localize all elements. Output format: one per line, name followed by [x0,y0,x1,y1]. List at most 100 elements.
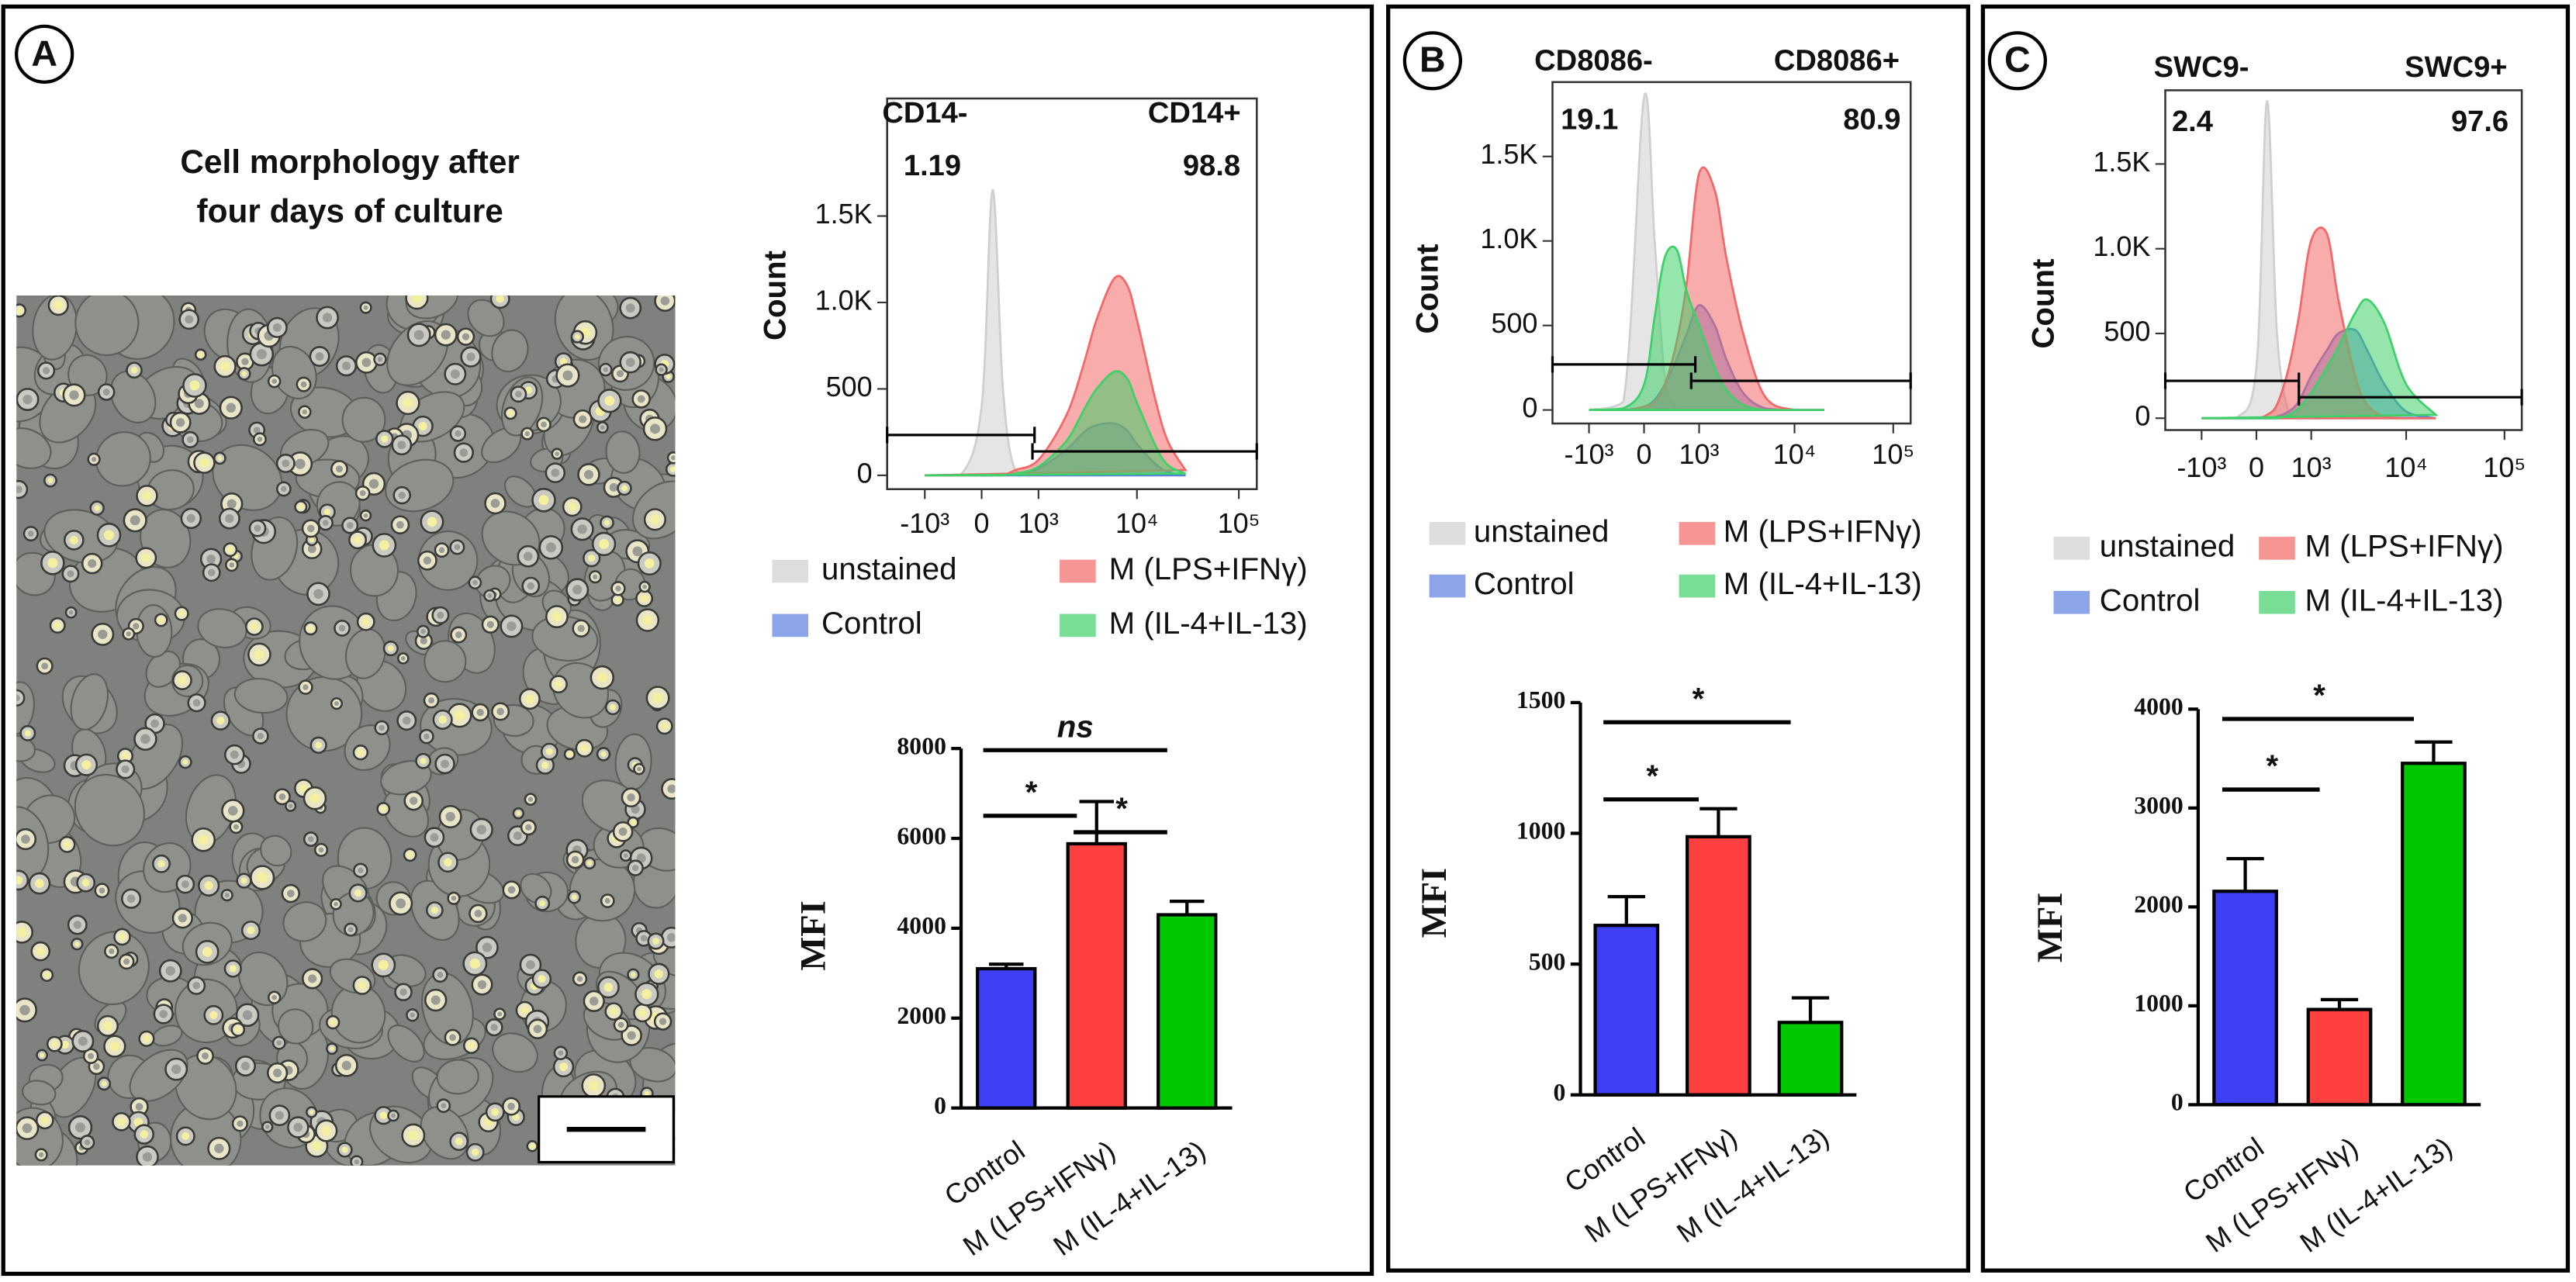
significance-label: * [2312,678,2326,713]
cell-core [302,409,308,415]
cell-core [99,887,105,894]
legend-label: M (IL-4+IL-13) [2305,582,2504,617]
cell-core [661,722,669,730]
cell-core [286,890,295,897]
cell-core [603,367,609,373]
y-tick-label: 0 [2135,400,2150,432]
error-bar [1791,996,1830,1023]
cell-core [490,1024,498,1031]
cell-core [68,610,74,615]
cell-core [378,959,389,970]
y-tick-label: 500 [1491,307,1537,339]
cell-core [507,886,516,894]
cell-core [209,1011,218,1020]
cell-core [576,976,583,982]
cell-core [293,1122,303,1132]
cell-core [313,589,323,600]
cell-core [341,361,351,371]
y-axis-label: Count [1409,244,1444,333]
cell-core [524,430,531,437]
cell-core [229,965,237,973]
cell-core [363,513,368,518]
cell-core [610,1007,617,1015]
cell-core [182,1132,190,1140]
legend-label: M (LPS+IFNγ) [1724,514,1922,549]
cell-core [122,752,129,759]
cell-body [436,1059,479,1095]
cell-core [476,824,486,835]
cell-body [16,427,52,469]
cell-core [67,570,74,578]
y-tick-label: 500 [826,371,873,403]
cell-core [17,927,27,937]
cell-core [610,703,617,710]
panel-badge [1402,31,1463,91]
cell-core [408,1130,419,1141]
bar [2212,890,2278,1107]
cell-body [341,396,386,443]
cell-core [571,855,579,864]
x-tick-label: 10⁴ [1115,507,1159,539]
cell-core [318,847,324,853]
cell-core [520,1006,529,1014]
legend-label: Control [1474,566,1575,601]
cell-core [472,579,478,586]
cell-core [558,1062,569,1072]
cell-core [666,933,676,942]
legend-label: M (LPS+IFNγ) [1109,551,1308,586]
x-tick-label: M (LPS+IFNγ) [957,1134,1121,1262]
cell-core [507,410,513,416]
cell-core [24,730,31,737]
cell-core [226,403,237,413]
cell-core [455,430,462,437]
cell-core [437,611,444,619]
cell-core [450,369,460,379]
cell-body [260,835,292,867]
cell-core [36,947,45,955]
cell-core [583,469,594,479]
cell-core [396,898,406,909]
significance-label: * [1115,791,1129,826]
cell-body [74,295,140,357]
cell-core [235,1026,241,1033]
cell-core [288,803,293,809]
cell-core [507,1102,515,1111]
gate-label: CD8086+ [1774,44,1900,77]
x-tick-label: M (IL-4+IL-13) [1047,1134,1211,1262]
y-tick-label: 6000 [897,822,946,849]
cell-core [265,1125,270,1129]
cell-body [16,681,36,735]
y-axis-label: Count [757,251,792,340]
x-tick-label: 0 [974,507,990,539]
legend-label: unstained [2100,529,2235,564]
cell-core [423,556,432,565]
cell-core [242,1010,253,1021]
y-tick-label: 1.0K [1480,223,1537,254]
cell-core [659,1018,667,1025]
cell-core [216,717,225,725]
cell-core [525,824,532,831]
cell-core [379,540,389,551]
cell-core [427,517,437,527]
cell-core [577,624,585,632]
error-bar [1170,900,1205,915]
x-tick-label: 10⁵ [1218,507,1260,539]
legend-swatch [2053,537,2090,560]
error-bar [1699,807,1738,837]
cell-core [357,749,364,756]
bar [1777,1021,1844,1097]
cell-core [400,655,406,661]
x-tick-label: 10⁵ [2483,451,2526,483]
cell-body [22,1080,57,1106]
cell-core [307,836,314,842]
panel-label: A [31,33,57,73]
cell-core [652,693,663,703]
cell-core [438,715,447,724]
cell-body [109,370,157,423]
cell-core [574,333,580,340]
cell-core [438,547,445,554]
cell-body [197,608,247,648]
cell-core [103,530,115,541]
cell-core [88,558,97,568]
